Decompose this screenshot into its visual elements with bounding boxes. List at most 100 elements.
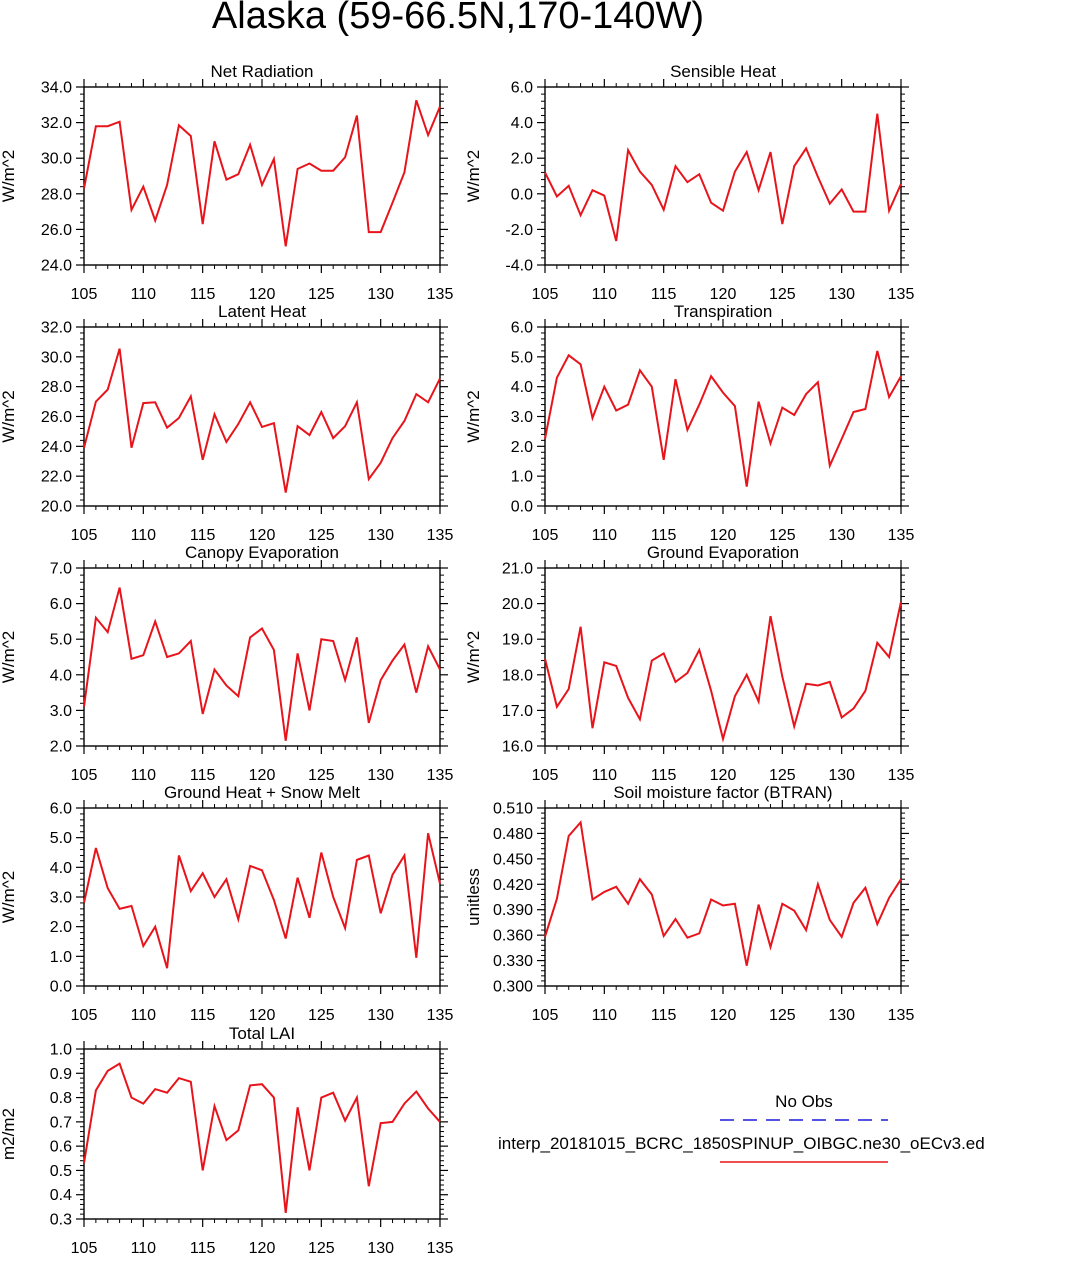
y-tick-label: 28.0 (41, 186, 72, 203)
x-tick-label: 120 (249, 527, 276, 544)
y-tick-label: 0.0 (511, 186, 533, 203)
x-tick-label: 105 (71, 1240, 98, 1257)
chart-title: Ground Heat + Snow Melt (164, 783, 360, 802)
x-tick-label: 125 (308, 1007, 335, 1024)
y-tick-label: 2.0 (511, 151, 533, 168)
y-tick-label: 26.0 (41, 409, 72, 426)
x-tick-label: 135 (427, 527, 454, 544)
chart-panel-6: 16.0 17.0 18.0 19.0 20.0 21.0 105 110 115 120 125 1… (464, 543, 914, 784)
y-tick-label: 26.0 (41, 222, 72, 239)
x-tick-label: 105 (532, 286, 559, 303)
x-tick-label: 135 (888, 1007, 915, 1024)
y-tick-label: 32.0 (41, 320, 72, 337)
plot-frame (544, 567, 902, 747)
x-tick-label: 135 (427, 1007, 454, 1024)
y-axis-label: m2/m2 (0, 1108, 18, 1160)
chart-panel-5: 2.0 3.0 4.0 5.0 6.0 7.0 105 110 115 120 125 130 135 C… (0, 543, 453, 784)
y-tick-label: 19.0 (502, 632, 533, 649)
y-tick-label: 2.0 (50, 919, 72, 936)
y-tick-label: 5.0 (50, 830, 72, 847)
x-tick-label: 125 (769, 286, 796, 303)
y-tick-label: 0.450 (493, 851, 533, 868)
y-tick-label: 6.0 (511, 320, 533, 337)
x-tick-label: 110 (131, 527, 157, 544)
chart-title: Sensible Heat (670, 62, 776, 81)
x-tick-label: 105 (532, 527, 559, 544)
y-tick-label: 3.0 (50, 890, 72, 907)
y-tick-label: 17.0 (502, 703, 533, 720)
y-tick-label: 0.510 (493, 801, 533, 818)
x-tick-label: 125 (308, 527, 335, 544)
chart-panel-1: 24.0 26.0 28.0 30.0 32.0 34.0 105 110 115 120 125 1… (0, 62, 453, 303)
x-tick-label: 115 (190, 1240, 216, 1257)
x-tick-label: 110 (131, 1240, 157, 1257)
x-tick-label: 125 (769, 1007, 796, 1024)
x-tick-label: 130 (367, 1007, 394, 1024)
chart-panel-2: -4.0 -2.0 0.0 2.0 4.0 6.0 105 110 115 120 125 130 13… (464, 62, 914, 303)
x-tick-label: 105 (532, 1007, 559, 1024)
chart-title: Latent Heat (218, 302, 306, 321)
series-line (83, 348, 441, 493)
plot-frame (544, 86, 902, 266)
x-tick-label: 135 (427, 286, 454, 303)
y-tick-label: 0.5 (50, 1163, 72, 1180)
y-tick-label: 4.0 (50, 667, 72, 684)
series-line (544, 820, 902, 966)
chart-title: Ground Evaporation (647, 543, 799, 562)
y-axis-label: W/m^2 (464, 631, 483, 683)
x-tick-label: 135 (888, 527, 915, 544)
x-tick-label: 110 (131, 286, 157, 303)
y-axis-label: W/m^2 (0, 150, 18, 202)
y-tick-label: 1.0 (511, 469, 533, 486)
x-tick-label: 115 (651, 767, 677, 784)
y-tick-label: 0.7 (50, 1114, 72, 1131)
x-tick-label: 130 (828, 527, 855, 544)
x-tick-label: 105 (71, 286, 98, 303)
x-tick-label: 125 (308, 286, 335, 303)
y-tick-label: 24.0 (41, 439, 72, 456)
x-tick-label: 130 (367, 286, 394, 303)
y-tick-label: 0.0 (50, 979, 72, 996)
chart-title: Soil moisture factor (BTRAN) (613, 783, 832, 802)
x-tick-label: 125 (769, 527, 796, 544)
x-tick-label: 120 (249, 767, 276, 784)
series-line (544, 350, 902, 487)
series-line (83, 99, 441, 247)
plot-frame (83, 1048, 441, 1220)
x-tick-label: 125 (308, 1240, 335, 1257)
y-axis-label: W/m^2 (464, 150, 483, 202)
y-tick-label: 16.0 (502, 739, 533, 756)
y-tick-label: 30.0 (41, 151, 72, 168)
x-tick-label: 120 (710, 767, 737, 784)
x-tick-label: 110 (592, 527, 618, 544)
y-tick-label: -4.0 (505, 258, 533, 275)
x-tick-label: 135 (427, 767, 454, 784)
chart-panel-8: 0.300 0.330 0.360 0.390 0.420 0.450 0.480 0.510… (464, 783, 914, 1024)
y-tick-label: 1.0 (50, 1042, 72, 1059)
y-tick-label: 30.0 (41, 349, 72, 366)
y-tick-label: 0.330 (493, 953, 533, 970)
x-tick-label: 120 (710, 286, 737, 303)
y-tick-label: 0.390 (493, 902, 533, 919)
x-tick-label: 125 (308, 767, 335, 784)
x-tick-label: 120 (249, 286, 276, 303)
y-tick-label: 34.0 (41, 80, 72, 97)
x-tick-label: 120 (710, 527, 737, 544)
x-tick-label: 105 (532, 767, 559, 784)
x-tick-label: 115 (651, 286, 677, 303)
chart-title: Transpiration (674, 302, 773, 321)
y-tick-label: 2.0 (511, 439, 533, 456)
y-tick-label: 0.360 (493, 928, 533, 945)
x-tick-label: 115 (190, 1007, 216, 1024)
y-tick-label: 4.0 (50, 860, 72, 877)
y-tick-label: 20.0 (41, 499, 72, 516)
x-tick-label: 115 (190, 527, 216, 544)
y-tick-label: 0.9 (50, 1066, 72, 1083)
plot-frame (83, 86, 441, 266)
y-tick-label: 32.0 (41, 115, 72, 132)
x-tick-label: 110 (592, 1007, 618, 1024)
y-tick-label: 4.0 (511, 379, 533, 396)
y-tick-label: 3.0 (511, 409, 533, 426)
series-line (544, 601, 902, 743)
